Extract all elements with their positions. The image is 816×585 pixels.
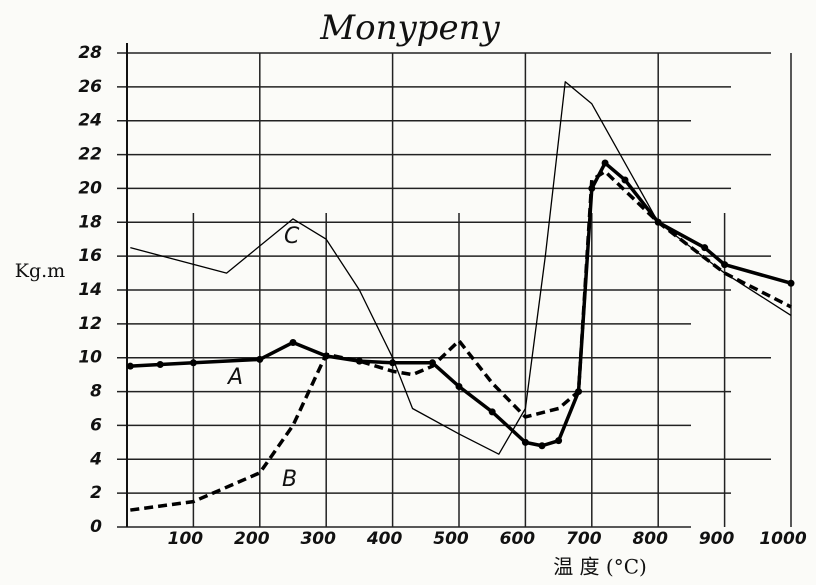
data-point [787,279,795,287]
y-tick-label: 26 [78,77,102,97]
series-label: C [284,224,300,249]
data-point [256,355,264,363]
data-point [621,176,629,184]
y-tick-label: 28 [78,43,102,63]
chart-title: Monypeny [319,8,500,48]
y-tick-label: 10 [78,348,102,368]
y-tick-label: 22 [78,145,102,165]
y-tick-label: 0 [90,517,102,537]
y-tick-label: 20 [78,178,102,198]
y-tick-label: 2 [90,483,102,503]
x-tick-label: 1000 [759,529,806,549]
data-point [538,442,546,450]
data-point [488,408,496,416]
x-tick-label: 400 [366,529,403,549]
y-tick-label: 8 [90,382,102,402]
x-tick-label: 600 [500,529,536,549]
data-point [601,159,609,167]
x-tick-label: 100 [168,529,204,549]
data-point [521,438,529,446]
x-tick-label: 300 [300,529,336,549]
y-tick-label: 18 [78,212,102,232]
y-tick-label: 24 [78,111,102,131]
series-label: B [282,467,297,492]
data-point [189,359,197,367]
y-tick-label: 6 [90,415,102,435]
series-line [130,161,792,448]
data-point [721,261,729,269]
data-point [126,362,134,370]
y-tick-label: 12 [78,314,102,334]
y-axis-label: Kg.m [15,260,65,282]
y-tick-label: 14 [78,280,102,300]
series-label: A [226,365,243,390]
x-tick-label: 700 [566,529,602,549]
x-axis-label: 温 度 (°C) [553,555,647,579]
x-tick-label: 900 [699,529,735,549]
data-point [156,360,164,368]
data-point [555,437,563,445]
data-point [701,244,709,252]
series-line [130,81,792,455]
x-tick-label: 500 [433,529,469,549]
x-tick-label: 200 [234,529,270,549]
x-tick-label: 800 [632,529,668,549]
data-point [289,338,297,346]
y-tick-label: 16 [78,246,102,266]
y-tick-label: 4 [89,449,102,469]
data-point [455,382,463,390]
